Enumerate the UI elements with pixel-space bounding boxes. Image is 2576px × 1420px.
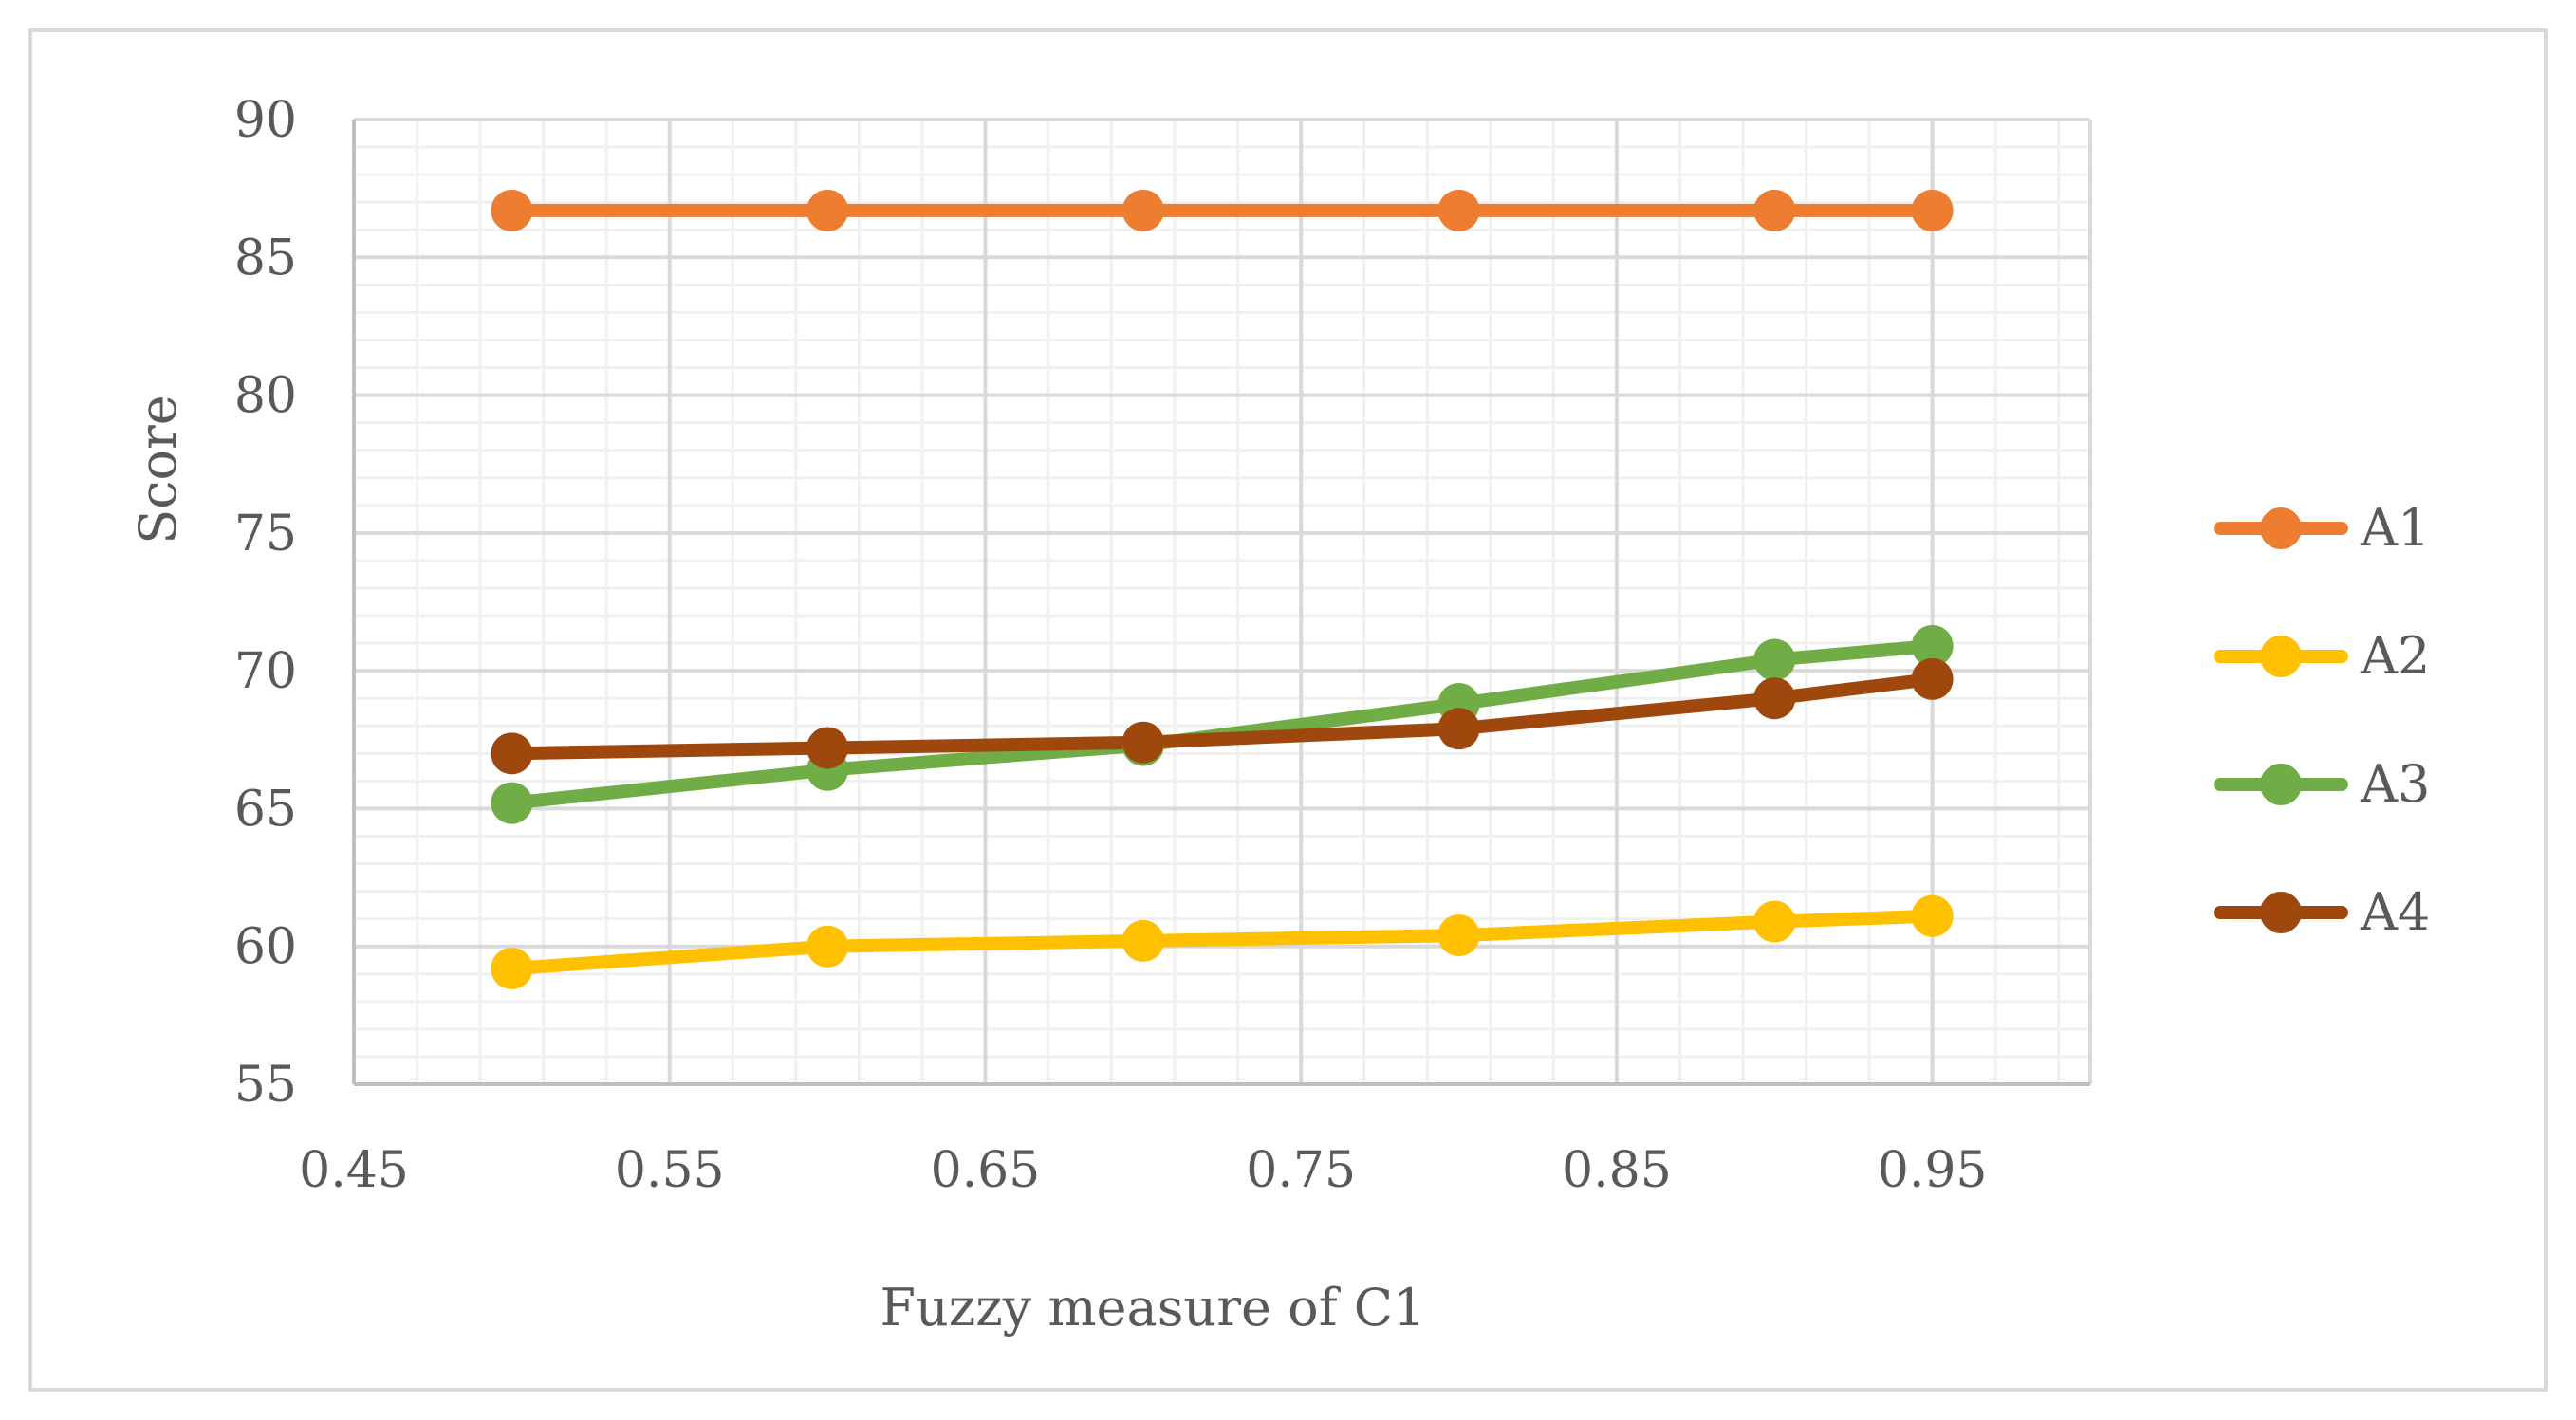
data-point-a1: [806, 189, 849, 231]
y-axis-title: Score: [128, 395, 188, 544]
legend: A1 A2 A3 A4: [2214, 498, 2430, 942]
x-tick-label: 0.55: [615, 1142, 725, 1199]
axes: [352, 120, 2090, 1086]
data-point-a2: [1911, 894, 1954, 937]
y-tick-label: 80: [234, 368, 297, 425]
x-tick-label: 0.85: [1562, 1142, 1672, 1199]
y-tick-label: 90: [234, 92, 297, 149]
legend-marker-a1: [2260, 507, 2302, 549]
x-tick-label: 0.75: [1246, 1142, 1356, 1199]
data-point-a2: [806, 925, 849, 968]
y-tick-label: 60: [234, 919, 297, 976]
data-point-a2: [1753, 900, 1796, 943]
legend-label-a4: A4: [2360, 882, 2430, 942]
data-point-a4: [806, 727, 849, 769]
data-point-a3: [1911, 624, 1954, 667]
data-point-a2: [491, 947, 533, 989]
legend-label-a1: A1: [2360, 498, 2430, 558]
series-lines: [505, 203, 1939, 975]
data-point-a1: [1437, 189, 1480, 231]
x-tick-label: 0.95: [1878, 1142, 1988, 1199]
data-point-a4: [1437, 708, 1480, 750]
data-point-a4: [1911, 657, 1954, 700]
data-point-a3: [491, 782, 533, 824]
y-tick-label: 65: [234, 781, 297, 838]
tick-labels: 55 60 65 70 75 80 85 90 0.45 0.55 0.65 0.75 0.85 0.95: [234, 92, 1988, 1199]
x-axis-title: Fuzzy measure of C1: [880, 1278, 1426, 1337]
data-point-a4: [491, 732, 533, 775]
y-tick-label: 85: [234, 230, 297, 286]
legend-marker-a4: [2260, 892, 2302, 933]
data-point-a4: [1753, 677, 1796, 720]
data-point-a1: [491, 189, 533, 231]
data-point-a1: [1121, 189, 1164, 231]
data-point-a1: [1911, 189, 1954, 231]
legend-marker-a2: [2260, 636, 2302, 677]
y-tick-label: 55: [234, 1057, 297, 1114]
series-points: [491, 189, 1954, 989]
data-point-a1: [1753, 189, 1796, 231]
data-point-a2: [1121, 919, 1164, 962]
legend-marker-a3: [2260, 764, 2302, 805]
legend-label-a2: A2: [2360, 626, 2430, 686]
y-tick-label: 75: [234, 506, 297, 562]
x-tick-label: 0.45: [299, 1142, 409, 1199]
x-tick-label: 0.65: [931, 1142, 1041, 1199]
legend-label-a3: A3: [2360, 754, 2430, 814]
y-tick-label: 70: [234, 643, 297, 700]
series-line-a4: [505, 672, 1939, 761]
data-point-a4: [1121, 721, 1164, 764]
series-line-a2: [505, 909, 1939, 975]
data-point-a3: [1753, 638, 1796, 681]
series-line-a3: [505, 639, 1939, 810]
data-point-a2: [1437, 914, 1480, 957]
